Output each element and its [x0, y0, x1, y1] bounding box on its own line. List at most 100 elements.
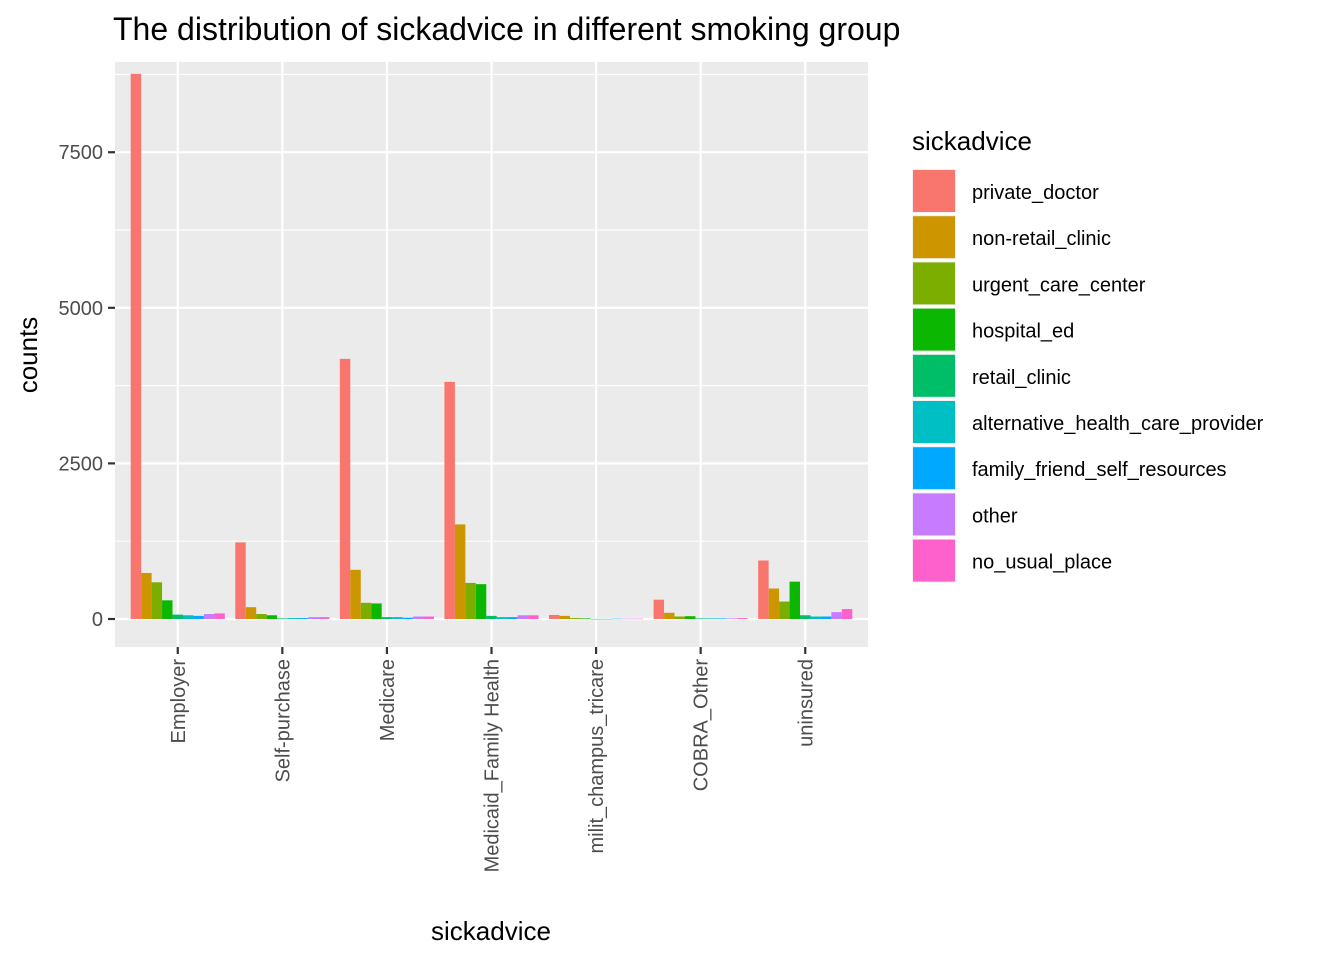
legend-label-private_doctor: private_doctor: [972, 182, 1099, 204]
x-tick-label-3: Medicaid_Family Health: [482, 659, 504, 872]
y-axis-title: counts: [13, 317, 43, 394]
y-tick-label-1: 2500: [59, 453, 104, 475]
legend-title: sickadvice: [912, 126, 1032, 156]
bar-alternative_health_care_provider-6: [810, 616, 821, 619]
x-tick-label-5: COBRA_Other: [691, 659, 713, 792]
y-tick-label-2: 5000: [59, 298, 104, 320]
legend-swatch-no_usual_place: [913, 539, 955, 582]
bar-no_usual_place-1: [318, 617, 330, 619]
bar-hospital_ed-1: [266, 615, 278, 619]
legend-swatch-family_friend_self_resources: [913, 447, 955, 490]
legend-label-hospital_ed: hospital_ed: [972, 321, 1074, 343]
bar-alternative_health_care_provider-1: [287, 618, 299, 619]
legend-label-alternative_health_care_provider: alternative_health_care_provider: [972, 413, 1264, 435]
legend-label-other: other: [972, 505, 1018, 527]
bar-other-1: [308, 617, 319, 619]
legend-swatch-urgent_care_center: [913, 262, 955, 305]
bar-family_friend_self_resources-2: [402, 617, 414, 619]
bar-other-0: [203, 614, 215, 619]
legend-label-retail_clinic: retail_clinic: [972, 367, 1071, 389]
bar-private_doctor-3: [444, 381, 455, 619]
bar-alternative_health_care_provider-3: [496, 617, 508, 619]
bar-hospital_ed-6: [789, 581, 801, 619]
x-tick-label-1: Self-purchase: [272, 659, 294, 782]
bar-non-retail_clinic-3: [454, 524, 466, 619]
bar-no_usual_place-2: [423, 616, 434, 619]
bar-private_doctor-0: [130, 73, 142, 619]
bar-hospital_ed-0: [162, 600, 173, 619]
bar-family_friend_self_resources-4: [611, 618, 623, 620]
bar-other-2: [413, 616, 424, 619]
bar-retail_clinic-2: [381, 617, 393, 619]
bar-urgent_care_center-6: [779, 601, 790, 619]
bar-family_friend_self_resources-5: [716, 618, 727, 619]
bar-alternative_health_care_provider-2: [392, 617, 403, 619]
bar-family_friend_self_resources-3: [507, 617, 518, 619]
legend-label-non-retail_clinic: non-retail_clinic: [972, 228, 1111, 250]
bar-non-retail_clinic-5: [664, 612, 675, 619]
y-axis: 0 2500 5000 7500: [59, 142, 115, 631]
bar-family_friend_self_resources-6: [820, 616, 832, 619]
bar-urgent_care_center-4: [569, 618, 581, 619]
bar-no_usual_place-3: [528, 615, 539, 619]
bar-private_doctor-5: [653, 599, 665, 619]
bar-hospital_ed-4: [580, 618, 591, 619]
bar-urgent_care_center-3: [465, 582, 476, 619]
chart-title: The distribution of sickadvice in differ…: [113, 11, 900, 47]
bar-non-retail_clinic-2: [350, 569, 361, 619]
bar-hospital_ed-5: [684, 616, 696, 619]
bar-family_friend_self_resources-0: [193, 615, 204, 619]
x-axis: Employer Self-purchase Medicare Medicaid_Fa…: [168, 647, 817, 872]
bar-other-6: [831, 612, 842, 619]
bar-non-retail_clinic-0: [141, 572, 152, 619]
bar-private_doctor-1: [235, 542, 246, 619]
legend-swatch-hospital_ed: [913, 308, 955, 351]
legend-swatch-other: [913, 493, 955, 536]
bar-urgent_care_center-5: [674, 616, 685, 619]
bar-other-4: [622, 618, 633, 620]
bar-no_usual_place-4: [632, 618, 644, 620]
bar-private_doctor-4: [549, 614, 560, 619]
y-tick-label-0: 0: [92, 609, 103, 631]
bar-urgent_care_center-1: [256, 614, 267, 619]
bar-alternative_health_care_provider-4: [601, 618, 612, 620]
bar-private_doctor-2: [339, 358, 351, 619]
x-tick-label-6: uninsured: [795, 659, 817, 747]
bar-alternative_health_care_provider-5: [705, 618, 717, 619]
legend-swatch-private_doctor: [913, 170, 955, 212]
bar-alternative_health_care_provider-0: [182, 615, 194, 619]
legend-swatch-retail_clinic: [913, 354, 955, 397]
bar-hospital_ed-3: [475, 584, 487, 619]
legend-swatch-non-retail_clinic: [913, 216, 955, 259]
bar-retail_clinic-1: [277, 618, 288, 619]
x-tick-label-0: Employer: [168, 659, 190, 744]
legend-label-family_friend_self_resources: family_friend_self_resources: [972, 459, 1227, 481]
x-axis-title: sickadvice: [431, 916, 551, 946]
bar-no_usual_place-5: [737, 618, 748, 619]
bar-urgent_care_center-0: [151, 582, 163, 619]
bar-retail_clinic-3: [486, 615, 497, 619]
legend-swatch-alternative_health_care_provider: [913, 401, 955, 443]
legend-items: private_doctor non-retail_clinic urgent_ca…: [912, 169, 1264, 583]
bar-no_usual_place-0: [214, 613, 225, 619]
bar-retail_clinic-5: [695, 618, 706, 619]
y-tick-label-3: 7500: [59, 142, 104, 164]
bar-other-5: [726, 618, 738, 619]
bar-other-3: [517, 615, 529, 619]
bar-retail_clinic-0: [172, 614, 183, 619]
bars: [130, 73, 853, 620]
bar-retail_clinic-4: [590, 618, 602, 620]
legend: sickadvice private_doctor non-retail_clin…: [912, 126, 1264, 583]
bar-family_friend_self_resources-1: [298, 618, 309, 619]
bar-no_usual_place-6: [841, 609, 853, 619]
bar-non-retail_clinic-4: [559, 615, 570, 619]
grid-major: [115, 62, 868, 647]
x-tick-label-2: Medicare: [377, 659, 399, 741]
legend-label-no_usual_place: no_usual_place: [972, 552, 1112, 574]
bar-private_doctor-6: [758, 560, 769, 619]
bar-hospital_ed-2: [371, 603, 382, 619]
bar-non-retail_clinic-6: [768, 588, 780, 619]
bar-non-retail_clinic-1: [245, 607, 257, 619]
bar-retail_clinic-6: [800, 615, 811, 619]
